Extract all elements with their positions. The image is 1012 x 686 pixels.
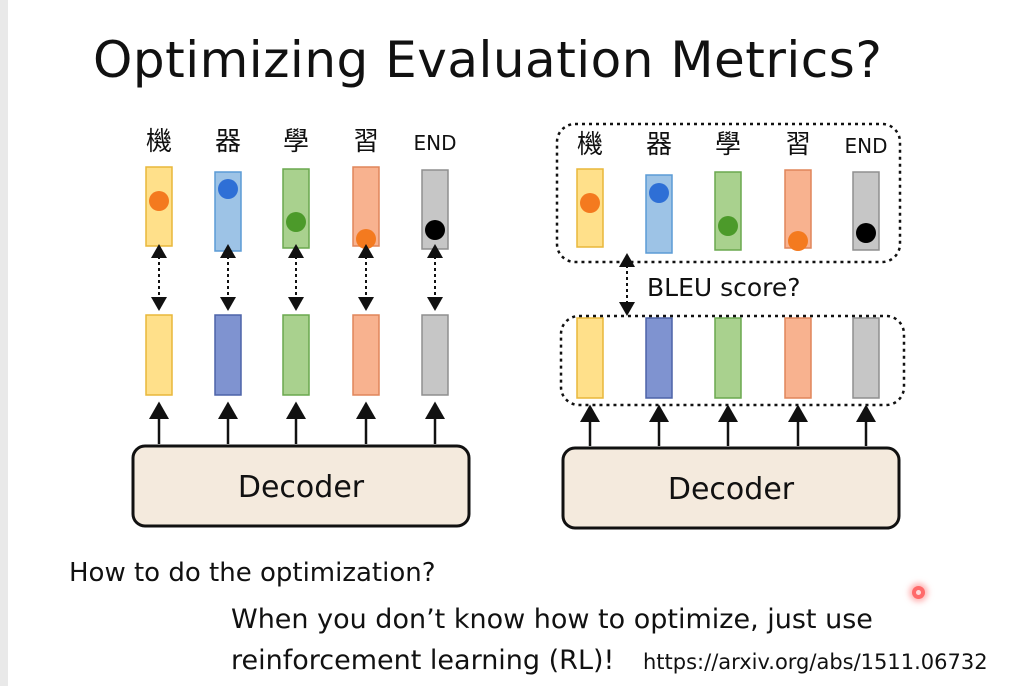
right-output-prob-dot	[856, 223, 876, 243]
left-decoder-block	[131, 444, 471, 528]
left-output-prob-dot	[218, 179, 238, 199]
answer-line-2: reinforcement learning (RL)!	[231, 645, 615, 676]
right-output-prob-dot	[580, 193, 600, 213]
left-output-token: 學	[283, 127, 309, 157]
right-hidden-state-bar	[852, 317, 880, 399]
left-hidden-state-bar	[282, 314, 310, 396]
left-hidden-state-bar	[214, 314, 242, 396]
left-output-prob-dot	[286, 212, 306, 232]
right-output-token: 學	[715, 130, 741, 160]
right-output-token: END	[845, 134, 888, 158]
left-output-token: 機	[146, 127, 172, 157]
right-output-prob-dot	[718, 216, 738, 236]
left-output-prob-dot	[149, 191, 169, 211]
right-decoder-label: Decoder	[668, 472, 795, 507]
laser-pointer-dot	[912, 586, 925, 599]
left-output-token: 習	[353, 127, 379, 157]
right-hidden-state-bar	[784, 317, 812, 399]
reference-link[interactable]: https://arxiv.org/abs/1511.06732	[643, 650, 988, 674]
right-output-token: 習	[785, 130, 811, 160]
right-decoder-block	[561, 446, 901, 530]
right-output-token: 機	[577, 130, 603, 160]
right-output-prob-bar	[714, 171, 742, 251]
left-decoder-label: Decoder	[238, 470, 365, 505]
right-output-prob-dot	[649, 183, 669, 203]
hidden-group-dotted-box	[559, 314, 906, 407]
left-output-token: 器	[215, 127, 241, 157]
left-output-prob-dot	[356, 229, 376, 249]
left-output-prob-bar	[282, 168, 310, 249]
left-output-prob-dot	[425, 220, 445, 240]
right-hidden-state-bar	[576, 317, 604, 399]
left-hidden-state-bar	[352, 314, 380, 396]
slide-left-edge	[0, 0, 8, 686]
right-output-token: 器	[646, 130, 672, 160]
left-hidden-state-bar	[145, 314, 173, 396]
output-group-dotted-box	[555, 122, 902, 264]
slide-title: Optimizing Evaluation Metrics?	[93, 31, 883, 89]
left-hidden-state-bar	[421, 314, 449, 396]
answer-line-1: When you don’t know how to optimize, jus…	[231, 604, 873, 635]
right-output-prob-dot	[788, 231, 808, 251]
left-output-token: END	[414, 131, 457, 155]
right-hidden-state-bar	[714, 317, 742, 399]
bleu-score-label: BLEU score?	[647, 273, 801, 302]
question-text: How to do the optimization?	[69, 558, 436, 588]
right-hidden-state-bar	[645, 317, 673, 399]
